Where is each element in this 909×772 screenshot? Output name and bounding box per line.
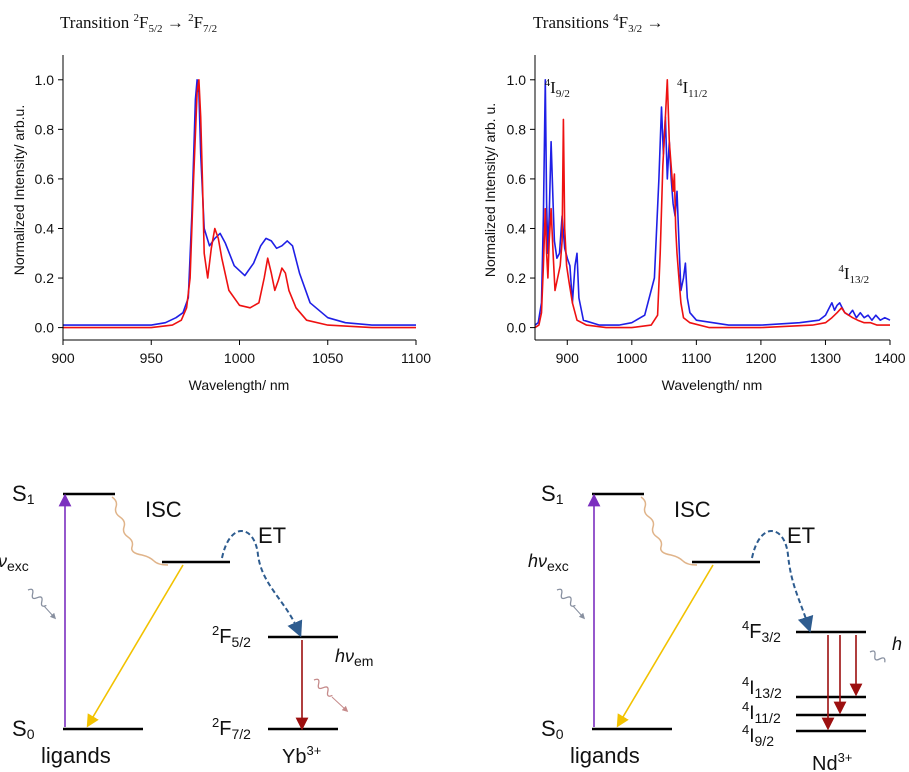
emission-label: hνem bbox=[335, 646, 373, 669]
annotation-label: 4I9/2 bbox=[545, 77, 570, 100]
series-line-red bbox=[534, 79, 890, 329]
isc-wave bbox=[111, 496, 169, 566]
x-tick-label: 1100 bbox=[681, 350, 711, 366]
y-tick-label: 0.0 bbox=[35, 320, 55, 336]
x-tick-label: 1200 bbox=[745, 350, 776, 366]
diagram-nd: S1 S0 ISC ET hνexc h 4F3/2 4I13/2 4I11/2… bbox=[528, 481, 902, 772]
y-tick-label: 0.6 bbox=[507, 171, 527, 187]
chart-1-title: Transition 2F5/2 → 2F7/2 bbox=[60, 12, 217, 35]
f52-label: 2F5/2 bbox=[212, 623, 251, 650]
ligands-label: ligands bbox=[41, 743, 111, 768]
et-label: ET bbox=[787, 523, 815, 548]
annotation-label: 4I13/2 bbox=[838, 263, 869, 286]
x-tick-label: 1300 bbox=[810, 350, 841, 366]
series-line-red bbox=[63, 79, 416, 329]
s0-label: S0 bbox=[541, 716, 564, 742]
ion-label: Nd3+ bbox=[812, 750, 852, 772]
x-tick-label: 1400 bbox=[874, 350, 905, 366]
y-tick-label: 0.2 bbox=[35, 270, 55, 286]
series-line-blue bbox=[534, 79, 891, 326]
y-tick-label: 0.0 bbox=[507, 320, 527, 336]
incoming-photon-icon bbox=[556, 588, 576, 607]
annotation-label: 4I11/2 bbox=[677, 77, 707, 100]
x-tick-label: 1000 bbox=[224, 350, 255, 366]
i132-label: 4I13/2 bbox=[742, 674, 782, 701]
x-tick-label: 900 bbox=[556, 350, 580, 366]
f72-label: 2F7/2 bbox=[212, 715, 251, 742]
chart-2-title: Transitions 4F3/2 → bbox=[533, 12, 663, 35]
chart-1-ylabel: Normalized Intensity/ arb.u. bbox=[11, 105, 27, 275]
emitted-photon-arrow-icon bbox=[331, 696, 349, 713]
isc-wave bbox=[640, 496, 698, 566]
y-tick-label: 0.2 bbox=[507, 270, 527, 286]
isc-label: ISC bbox=[674, 497, 711, 522]
diagram-yb: S1 S0 ISC ET νexc hνem 2F5/2 2F7/2 ligan… bbox=[0, 481, 373, 768]
s0-label: S0 bbox=[12, 716, 35, 742]
decay-arrow bbox=[616, 564, 714, 728]
chart-1: Transition 2F5/2 → 2F7/2 900 950 1000 1050 1… bbox=[11, 12, 431, 393]
y-tick-label: 1.0 bbox=[35, 72, 55, 88]
y-tick-label: 0.8 bbox=[35, 121, 55, 137]
s1-label: S1 bbox=[12, 481, 35, 507]
x-tick-label: 900 bbox=[51, 350, 75, 366]
x-tick-label: 1000 bbox=[616, 350, 647, 366]
chart-1-xlabel: Wavelength/ nm bbox=[189, 377, 290, 393]
emitted-photon-icon bbox=[869, 650, 886, 663]
chart-1-lines bbox=[63, 79, 416, 329]
ligands-label: ligands bbox=[570, 743, 640, 768]
i112-label: 4I11/2 bbox=[742, 699, 781, 726]
y-tick-label: 0.4 bbox=[507, 220, 527, 236]
incoming-photon-arrow-icon bbox=[572, 605, 586, 620]
emission-label: h bbox=[892, 634, 902, 654]
x-tick-label: 1100 bbox=[401, 350, 431, 366]
y-tick-label: 0.8 bbox=[507, 121, 527, 137]
chart-2-ticks: 900 1000 1100 1200 1300 1400 0.0 0.2 0.4 0.6 0.8 1.… bbox=[507, 72, 906, 366]
emitted-photon-icon bbox=[313, 678, 333, 697]
f32-label: 4F3/2 bbox=[742, 618, 781, 645]
y-tick-label: 1.0 bbox=[507, 72, 527, 88]
isc-label: ISC bbox=[145, 497, 182, 522]
i92-label: 4I9/2 bbox=[742, 722, 774, 749]
x-tick-label: 950 bbox=[140, 350, 164, 366]
y-tick-label: 0.6 bbox=[35, 171, 55, 187]
x-tick-label: 1050 bbox=[312, 350, 343, 366]
chart-2-lines bbox=[534, 79, 891, 329]
excitation-label: νexc bbox=[0, 551, 29, 574]
s1-label: S1 bbox=[541, 481, 564, 507]
et-label: ET bbox=[258, 523, 286, 548]
chart-2-ylabel: Normalized Intensity/ arb. u. bbox=[482, 103, 498, 277]
decay-arrow bbox=[86, 564, 184, 728]
chart-1-ticks: 900 950 1000 1050 1100 0.0 0.2 0.4 0.6 0.8 1.0 bbox=[35, 72, 432, 366]
excitation-label: hνexc bbox=[528, 551, 569, 574]
incoming-photon-icon bbox=[27, 588, 47, 607]
et-arrow bbox=[221, 530, 303, 638]
et-arrow bbox=[751, 530, 814, 633]
chart-2-annotations: 4I9/2 4I11/2 4I13/2 bbox=[545, 77, 869, 286]
chart-2: Transitions 4F3/2 → 900 1000 1100 1200 1300 1… bbox=[482, 12, 906, 393]
y-tick-label: 0.4 bbox=[35, 220, 55, 236]
ion-label: Yb3+ bbox=[282, 743, 321, 768]
chart-2-xlabel: Wavelength/ nm bbox=[662, 377, 763, 393]
incoming-photon-arrow-icon bbox=[43, 605, 57, 620]
series-line-blue bbox=[63, 79, 416, 326]
